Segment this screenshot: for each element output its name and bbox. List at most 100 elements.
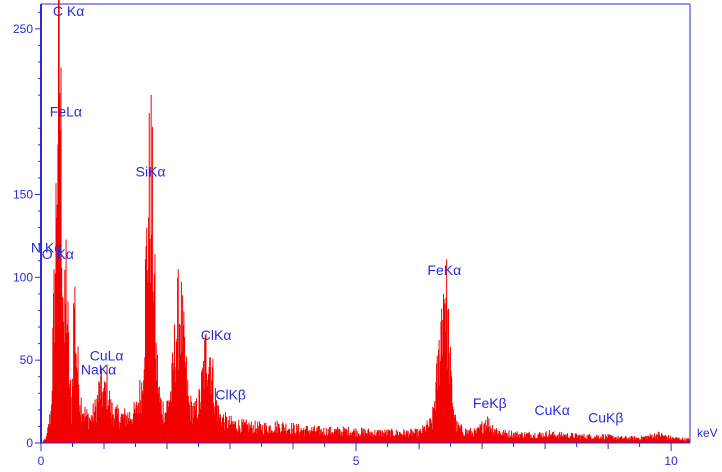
spectrum-bar <box>485 420 487 443</box>
spectrum-bar <box>104 390 106 443</box>
spectrum-bar <box>521 432 523 443</box>
spectrum-bar <box>148 217 150 443</box>
spectrum-bar <box>137 405 139 443</box>
spectrum-bar <box>112 414 114 443</box>
spectrum-bar <box>136 413 138 443</box>
spectrum-bar <box>257 428 259 443</box>
spectrum-bar <box>187 395 189 443</box>
spectrum-bar <box>567 437 569 443</box>
spectrum-bar <box>570 432 572 443</box>
x-tick-label: 10 <box>664 454 678 468</box>
spectrum-bar <box>552 435 554 443</box>
spectrum-bar <box>125 425 127 443</box>
spectrum-bar <box>437 349 439 443</box>
spectrum-bar <box>487 427 489 443</box>
spectrum-bar <box>114 418 116 443</box>
spectrum-bar <box>530 434 532 443</box>
spectrum-bar <box>473 437 475 443</box>
spectrum-bar <box>103 388 105 443</box>
spectrum-bar <box>658 432 660 443</box>
spectrum-bar <box>223 422 225 443</box>
spectrum-bar <box>470 435 472 443</box>
spectrum-bar <box>255 428 257 443</box>
spectrum-bar <box>135 404 137 443</box>
spectrum-bar <box>260 424 262 443</box>
spectrum-bar <box>214 387 216 443</box>
x-tick-label: 0 <box>38 454 45 468</box>
spectrum-bar <box>318 426 320 443</box>
spectrum-bar <box>236 428 238 443</box>
spectrum-bar <box>661 434 663 443</box>
spectrum-bar <box>299 434 301 443</box>
spectrum-bar <box>235 421 237 443</box>
spectrum-bar <box>208 366 210 443</box>
spectrum-bar <box>484 430 486 443</box>
spectrum-bar <box>584 437 586 443</box>
spectrum-bar <box>659 436 661 443</box>
spectrum-bar <box>673 437 675 443</box>
spectrum-bar <box>303 428 305 443</box>
spectrum-bar <box>618 437 620 443</box>
spectrum-bar <box>524 437 526 443</box>
spectrum-bar <box>107 405 109 443</box>
spectrum-bar <box>335 428 337 443</box>
spectrum-bar <box>72 386 74 443</box>
spectrum-bar <box>587 434 589 443</box>
spectrum-bar <box>284 427 286 443</box>
spectrum-bar <box>388 431 390 443</box>
spectrum-bar <box>352 431 354 443</box>
spectrum-bar <box>375 435 377 443</box>
spectrum-bar <box>502 432 504 443</box>
spectrum-bar <box>446 368 448 443</box>
spectrum-bar <box>462 433 464 443</box>
spectrum-bar <box>199 408 201 443</box>
spectrum-bar <box>178 323 180 443</box>
spectrum-bar <box>417 428 419 443</box>
spectrum-bar <box>609 436 611 443</box>
spectrum-bar <box>529 434 531 443</box>
spectrum-bar <box>182 325 184 443</box>
spectrum-bar <box>268 426 270 443</box>
spectrum-bar <box>155 342 157 443</box>
spectrum-bar <box>73 303 75 443</box>
spectrum-bar <box>494 432 496 443</box>
spectrum-bar <box>119 428 121 443</box>
spectrum-bar <box>230 424 232 443</box>
spectrum-bar <box>200 402 202 443</box>
spectrum-bar <box>495 429 497 443</box>
spectrum-bar <box>398 435 400 443</box>
spectrum-bar <box>77 346 79 443</box>
spectrum-bar <box>373 434 375 443</box>
spectrum-bar <box>450 371 452 443</box>
spectrum-bar <box>197 418 199 443</box>
spectrum-bar <box>548 434 550 443</box>
spectrum-bar <box>136 401 138 443</box>
spectrum-bar <box>441 308 443 443</box>
spectrum-bar <box>276 427 278 443</box>
spectrum-bar <box>640 435 642 443</box>
spectrum-bar <box>612 435 614 443</box>
spectrum-bar <box>143 369 145 443</box>
spectrum-bar <box>252 433 254 443</box>
spectrum-bar <box>196 398 197 443</box>
spectrum-bar <box>465 433 467 443</box>
spectrum-bar <box>441 319 443 443</box>
spectrum-bar <box>565 437 567 443</box>
spectrum-bar <box>536 437 538 443</box>
spectrum-bar <box>313 425 315 443</box>
spectrum-bar <box>569 438 571 443</box>
spectrum-bar <box>642 437 644 443</box>
spectrum-bar <box>631 435 633 443</box>
spectrum-bar <box>529 438 531 443</box>
spectrum-bar <box>98 382 100 443</box>
spectrum-bar <box>204 340 206 443</box>
spectrum-bar <box>112 414 114 443</box>
spectrum-bar <box>598 438 600 443</box>
spectrum-bar <box>619 437 621 443</box>
spectrum-bar <box>389 430 391 443</box>
spectrum-bar <box>525 434 527 443</box>
spectrum-bar <box>356 436 358 443</box>
spectrum-bar <box>192 405 194 443</box>
spectrum-bar <box>463 435 465 443</box>
spectrum-bar <box>446 259 448 443</box>
